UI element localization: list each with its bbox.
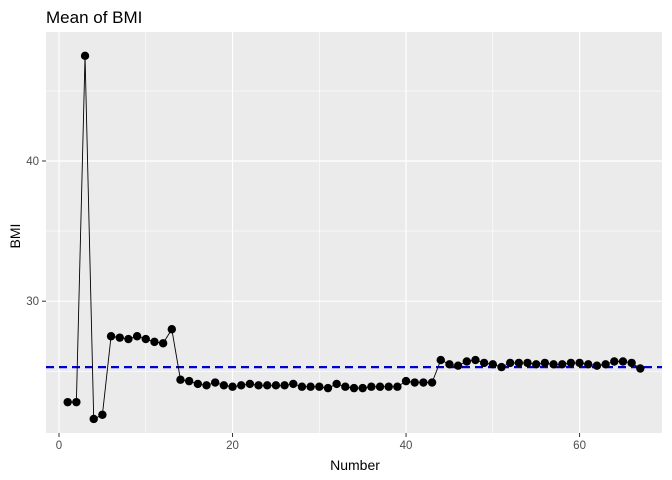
data-point <box>601 360 610 369</box>
tick-marks <box>42 160 581 437</box>
data-point <box>72 397 81 407</box>
data-point <box>471 355 480 365</box>
data-point <box>618 357 628 366</box>
data-point <box>375 382 385 391</box>
y-tick-label: 40 <box>26 156 39 168</box>
data-point <box>558 360 567 369</box>
data-point <box>306 382 315 391</box>
data-point <box>627 358 636 368</box>
data-point <box>89 414 98 424</box>
data-point <box>531 360 541 369</box>
data-point <box>436 355 445 365</box>
data-point <box>106 332 116 341</box>
data-point <box>150 337 159 347</box>
data-point <box>393 382 402 391</box>
chart-title: Mean of BMI <box>46 8 142 27</box>
series-group <box>63 51 645 424</box>
data-point <box>228 382 237 391</box>
data-point <box>115 333 124 342</box>
data-point <box>358 383 367 393</box>
data-point <box>514 358 524 368</box>
data-point <box>193 379 203 389</box>
data-point <box>289 379 298 389</box>
data-point <box>610 357 619 366</box>
x-tick-label: 0 <box>56 440 62 452</box>
data-point <box>523 358 532 368</box>
data-point <box>349 383 359 393</box>
data-point <box>141 334 150 344</box>
x-tick-label: 20 <box>226 440 239 452</box>
data-point <box>63 397 72 407</box>
x-tick-label: 40 <box>400 440 413 452</box>
x-tick-label: 60 <box>573 440 586 452</box>
y-axis-title: BMI <box>7 224 23 249</box>
data-point <box>167 325 177 334</box>
data-point <box>341 382 350 391</box>
data-point <box>254 381 263 390</box>
data-point <box>132 332 142 341</box>
plot-panel <box>46 32 662 433</box>
data-point <box>566 358 576 368</box>
data-point <box>219 381 229 390</box>
data-point <box>540 358 550 368</box>
data-point <box>549 360 558 369</box>
tick-labels: 0 20 40 60 30 40 <box>26 156 586 452</box>
data-point <box>575 358 584 368</box>
data-point <box>210 378 220 387</box>
x-axis-title: Number <box>330 457 380 473</box>
data-point <box>453 361 463 370</box>
data-point <box>245 379 255 389</box>
data-point <box>410 378 419 387</box>
data-point <box>367 382 376 391</box>
data-point <box>462 357 471 366</box>
data-point <box>332 379 341 389</box>
data-point <box>497 362 506 372</box>
data-point <box>184 376 194 386</box>
data-point <box>323 383 333 393</box>
data-point <box>505 358 515 368</box>
data-point <box>297 382 307 391</box>
data-point <box>98 410 107 419</box>
data-point <box>263 381 272 390</box>
data-point <box>384 382 393 391</box>
data-point <box>636 364 645 373</box>
data-point <box>271 381 281 390</box>
data-point <box>158 339 168 348</box>
data-point <box>427 378 437 387</box>
data-point <box>479 358 489 368</box>
data-point <box>584 360 593 369</box>
data-point <box>488 360 498 369</box>
data-point <box>237 381 246 390</box>
data-point <box>80 51 90 61</box>
data-point <box>176 375 185 384</box>
data-point <box>592 361 602 370</box>
data-point <box>401 376 411 386</box>
data-point <box>419 378 428 387</box>
data-point <box>280 381 289 390</box>
y-tick-label: 30 <box>26 296 39 308</box>
data-point <box>315 382 324 391</box>
data-point <box>445 360 454 369</box>
data-point <box>202 381 211 390</box>
data-point <box>124 334 133 344</box>
